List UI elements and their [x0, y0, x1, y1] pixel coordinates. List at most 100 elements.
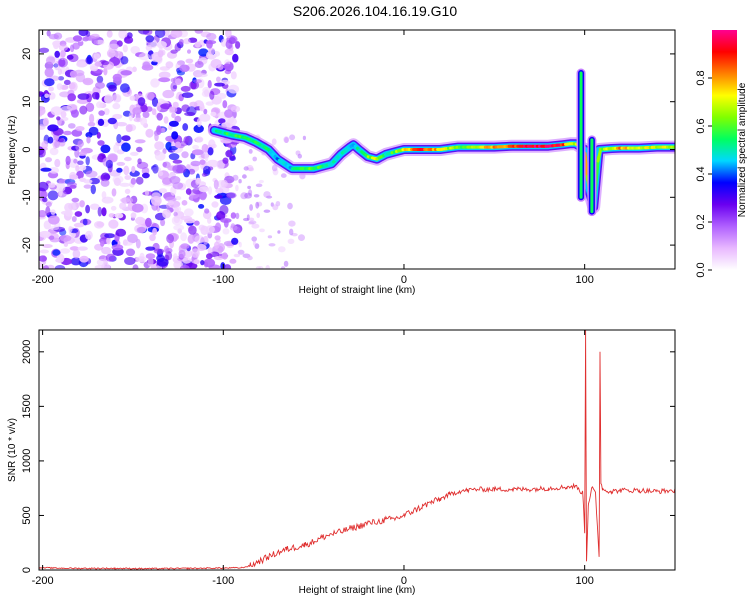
noise-blob	[108, 213, 115, 218]
noise-blob	[156, 258, 169, 267]
y-tick-label: 0	[21, 146, 33, 152]
noise-blob	[56, 253, 65, 263]
noise-blob	[57, 76, 65, 81]
noise-blob	[106, 49, 116, 58]
noise-blob	[65, 155, 71, 166]
noise-blob	[48, 92, 56, 100]
noise-blob	[145, 35, 155, 43]
noise-blob	[106, 236, 111, 245]
noise-blob	[256, 212, 261, 218]
noise-blob	[158, 71, 171, 79]
noise-blob	[79, 105, 88, 115]
noise-blob	[101, 60, 110, 66]
noise-blob	[238, 179, 242, 184]
noise-blob	[153, 248, 165, 254]
noise-blob	[203, 108, 208, 115]
x-tick-label: 100	[575, 575, 593, 587]
noise-blob	[82, 77, 94, 86]
x-tick-label: -200	[32, 274, 54, 286]
noise-blob	[93, 39, 98, 45]
noise-blob	[114, 213, 124, 219]
noise-blob	[40, 190, 48, 198]
noise-blob	[166, 234, 175, 244]
noise-blob	[108, 84, 117, 92]
noise-blob	[39, 146, 45, 156]
noise-blob	[54, 50, 60, 58]
noise-blob	[255, 201, 260, 209]
noise-blob	[158, 171, 164, 177]
noise-blob	[207, 247, 213, 253]
noise-blob	[184, 111, 196, 117]
noise-blob	[243, 166, 249, 171]
noise-blob	[170, 30, 183, 38]
noise-blob	[168, 153, 180, 161]
noise-blob	[45, 206, 51, 216]
noise-blob	[206, 253, 213, 260]
noise-blob	[267, 235, 273, 239]
noise-blob	[183, 136, 190, 144]
y-tick-label: 2000	[21, 340, 33, 364]
noise-blob	[82, 218, 88, 226]
noise-blob	[75, 126, 85, 132]
noise-blob	[47, 182, 56, 188]
noise-blob	[112, 73, 123, 82]
noise-blob	[210, 111, 217, 117]
colorbar-label: Normalized spectral amplitude	[737, 82, 748, 217]
noise-blob	[77, 93, 90, 100]
noise-blob	[130, 177, 137, 185]
noise-blob	[242, 174, 247, 179]
noise-blob	[158, 188, 167, 194]
noise-blob	[41, 140, 49, 150]
noise-blob	[90, 65, 99, 72]
noise-blob	[172, 182, 184, 190]
noise-blob	[224, 109, 234, 118]
spectrogram-y-label: Frequency (Hz)	[7, 116, 18, 185]
noise-blob	[105, 253, 116, 262]
noise-blob	[71, 197, 80, 203]
noise-blob	[96, 132, 101, 139]
noise-blob	[44, 93, 49, 99]
noise-blob	[202, 235, 209, 245]
noise-blob	[205, 101, 214, 106]
noise-blob	[248, 220, 257, 225]
noise-blob	[281, 266, 286, 269]
noise-blob	[199, 103, 205, 112]
noise-blob	[170, 49, 178, 54]
x-tick-label: 100	[575, 274, 593, 286]
noise-blob	[132, 107, 142, 115]
noise-blob	[214, 82, 225, 87]
noise-blob	[168, 200, 174, 206]
noise-blob	[74, 148, 80, 158]
noise-blob	[114, 50, 123, 59]
noise-blob	[173, 215, 180, 224]
noise-blob	[50, 209, 56, 216]
noise-blob	[45, 56, 56, 65]
noise-blob	[120, 70, 132, 76]
noise-blob	[131, 165, 136, 174]
noise-blob	[211, 143, 217, 149]
noise-blob	[194, 41, 201, 48]
noise-blob	[173, 253, 178, 261]
noise-blob	[48, 167, 60, 174]
noise-blob	[199, 159, 206, 165]
noise-blob	[152, 227, 158, 236]
noise-blob	[283, 260, 289, 267]
noise-blob	[130, 151, 139, 156]
noise-blob	[230, 71, 237, 80]
y-tick-label: 500	[21, 506, 33, 524]
noise-blob	[69, 174, 79, 180]
noise-blob	[56, 83, 63, 91]
noise-blob	[220, 218, 232, 223]
noise-blob	[59, 91, 71, 98]
noise-blob	[156, 112, 163, 121]
noise-blob	[289, 134, 296, 141]
noise-blob	[77, 160, 84, 166]
noise-blob	[74, 211, 83, 217]
noise-blob	[222, 100, 228, 109]
noise-blob	[213, 179, 219, 190]
noise-blob	[142, 111, 150, 119]
noise-blob	[147, 257, 154, 267]
noise-blob	[206, 40, 213, 49]
noise-blob	[89, 113, 95, 124]
noise-blob	[77, 246, 88, 251]
